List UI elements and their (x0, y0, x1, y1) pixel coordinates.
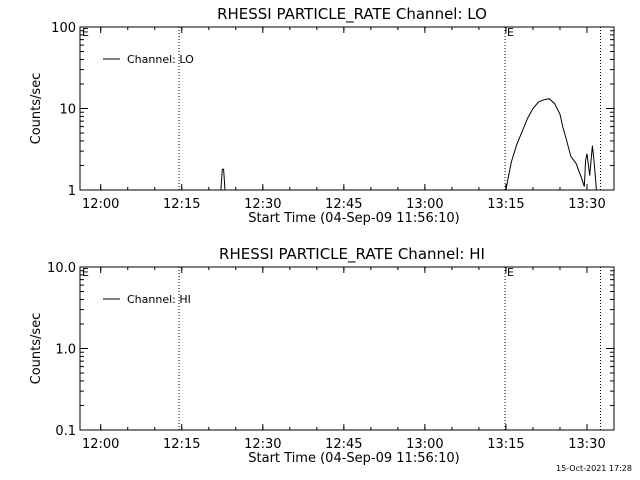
panel2-event-marker-label: E (82, 266, 89, 279)
panel2-x-tick-label: 12:45 (325, 437, 362, 452)
panel2-x-tick-label: 12:30 (244, 437, 281, 452)
panel1-x-axis-label: Start Time (04-Sep-09 11:56:10) (248, 211, 459, 226)
panel2-x-tick-label: 12:15 (163, 437, 200, 452)
panel2-y-tick-label: 0.1 (55, 424, 76, 439)
panel1-legend-label: Channel: LO (127, 53, 194, 66)
panel2-y-axis-label: Counts/sec (29, 313, 44, 385)
panel2-plot-frame (79, 266, 615, 431)
panel2-x-axis-label: Start Time (04-Sep-09 11:56:10) (248, 451, 459, 466)
panel2-chart-title: RHESSI PARTICLE_RATE Channel: HI (219, 245, 485, 264)
panel1-y-tick-label: 10 (59, 103, 76, 118)
panel1-y-tick-label: 1 (68, 184, 76, 199)
panel1-y-tick-label: 100 (51, 21, 76, 36)
panel2-x-tick-label: 13:15 (487, 437, 524, 452)
panel1-x-tick-label: 12:45 (325, 197, 362, 212)
panel1-x-tick-label: 13:00 (406, 197, 443, 212)
panel1-x-tick-label: 13:15 (487, 197, 524, 212)
panel1-event-marker-label: E (82, 26, 89, 39)
panel2-event-marker-label: E (507, 266, 514, 279)
panel1-series-line (220, 168, 227, 191)
panel2-x-tick-label: 13:00 (406, 437, 443, 452)
panel2-x-tick-label: 12:00 (82, 437, 119, 452)
panel2-y-tick-label: 10.0 (47, 261, 76, 276)
panel1-y-axis-label: Counts/sec (29, 73, 44, 145)
panel1-x-tick-label: 12:30 (244, 197, 281, 212)
panel1-x-tick-label: 13:30 (568, 197, 605, 212)
panel2-y-tick-label: 1.0 (55, 343, 76, 358)
panel1-x-tick-label: 12:00 (82, 197, 119, 212)
panel1-event-marker-label: E (507, 26, 514, 39)
panel2-x-tick-label: 13:30 (568, 437, 605, 452)
panel1-x-tick-label: 12:15 (163, 197, 200, 212)
panel1-plot-frame (79, 26, 615, 191)
panel1-chart-title: RHESSI PARTICLE_RATE Channel: LO (217, 5, 487, 24)
panel1-series-line (505, 98, 597, 191)
footer-timestamp: 15-Oct-2021 17:28 (556, 464, 632, 473)
panel2-legend-label: Channel: HI (127, 293, 191, 306)
